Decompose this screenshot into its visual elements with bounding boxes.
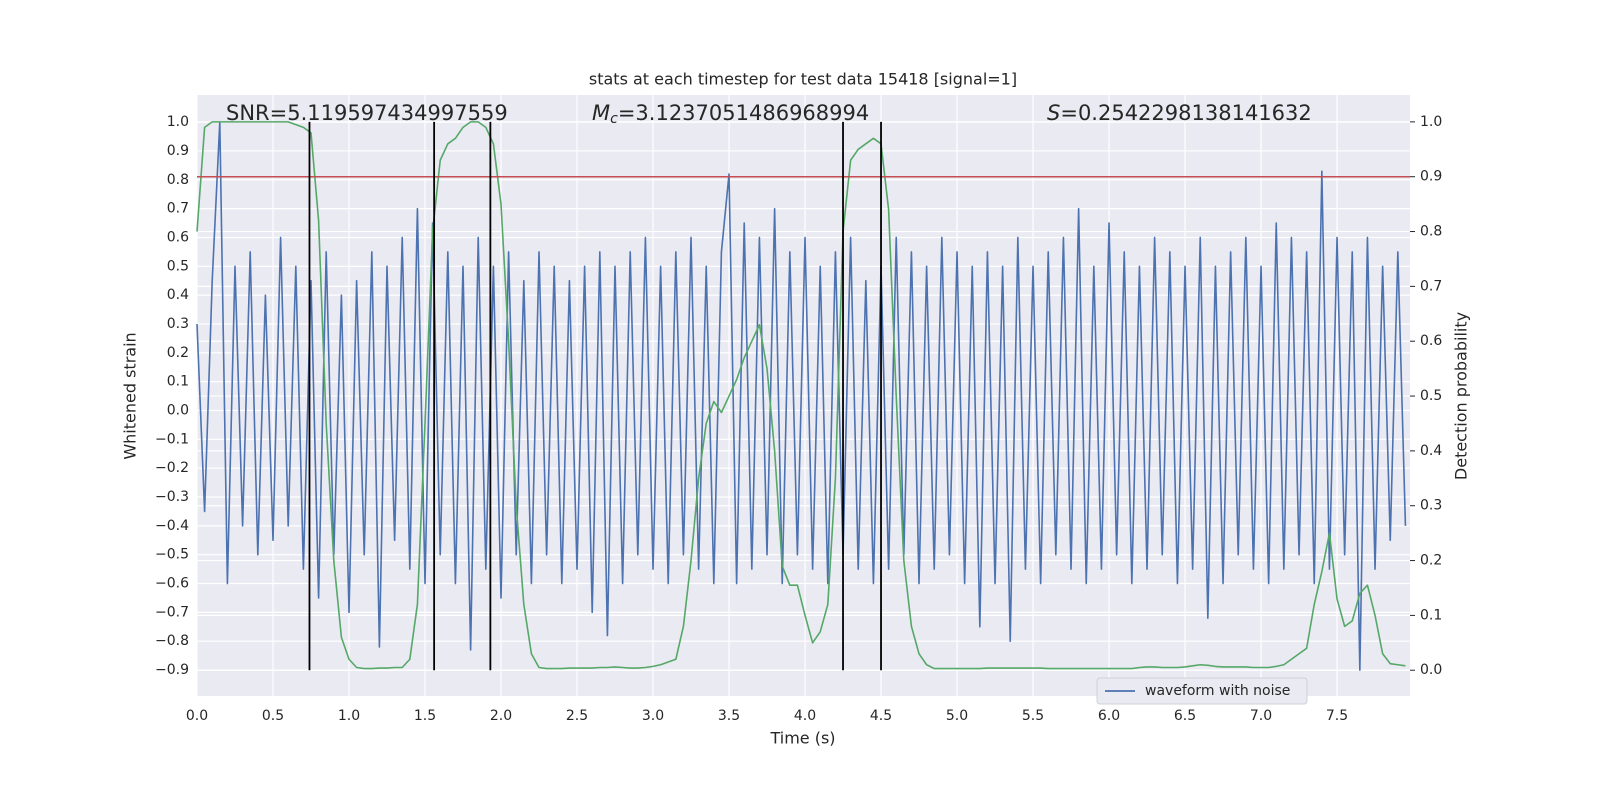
y-tick-label: −0.5 xyxy=(155,547,189,563)
x-axis-label: Time (s) xyxy=(769,729,835,748)
x-tick-label: 2.5 xyxy=(566,708,588,724)
x-tick-label: 7.5 xyxy=(1326,708,1348,724)
x-tick-label: 7.0 xyxy=(1250,708,1272,724)
x-tick-label: 1.5 xyxy=(414,708,436,724)
y2-tick-label: 0.9 xyxy=(1420,169,1442,185)
x-tick-label: 2.0 xyxy=(490,708,512,724)
chart-title: stats at each timestep for test data 154… xyxy=(589,70,1017,89)
x-tick-label: 5.5 xyxy=(1022,708,1044,724)
y-tick-label: −0.2 xyxy=(155,460,189,476)
series-line xyxy=(196,121,1407,671)
legend-label: waveform with noise xyxy=(1145,683,1290,699)
y-tick-label: 1.0 xyxy=(167,114,189,130)
y2-tick-label: 1.0 xyxy=(1420,114,1442,130)
annotation-subscript: c xyxy=(610,111,618,127)
y-tick-label: −0.3 xyxy=(155,489,189,505)
y-tick-label: 0.8 xyxy=(167,172,189,188)
annotation-text: =3.1237051486968994 xyxy=(618,101,869,125)
x-tick-label: 4.5 xyxy=(870,708,892,724)
annotation-symbol: S xyxy=(1047,101,1060,125)
x-tick-label: 0.5 xyxy=(262,708,284,724)
y2-tick-label: 0.8 xyxy=(1420,224,1442,240)
x-tick-label: 0.0 xyxy=(186,708,208,724)
y-tick-label: −0.9 xyxy=(155,662,189,678)
y2-tick-label: 0.1 xyxy=(1420,607,1442,623)
y2-axis-label: Detection probability xyxy=(1452,312,1471,480)
annotation: S=0.2542298138141632 xyxy=(1047,101,1312,125)
y-tick-label: −0.7 xyxy=(155,604,189,620)
y-tick-label: −0.4 xyxy=(155,518,189,534)
annotation-symbol: M xyxy=(592,101,610,125)
y-tick-label: 0.4 xyxy=(167,287,189,303)
y2-tick-label: 0.0 xyxy=(1420,662,1442,678)
x-tick-label: 5.0 xyxy=(946,708,968,724)
y-axis-label: Whitened strain xyxy=(121,332,140,459)
y-tick-label: 0.6 xyxy=(167,229,189,245)
y-tick-label: 0.3 xyxy=(167,316,189,332)
x-tick-label: 3.5 xyxy=(718,708,740,724)
x-tick-label: 4.0 xyxy=(794,708,816,724)
series-line xyxy=(196,121,1406,670)
y2-tick-label: 0.7 xyxy=(1420,278,1442,294)
x-tick-label: 1.0 xyxy=(338,708,360,724)
x-tick-label: 3.0 xyxy=(642,708,664,724)
y-tick-label: −0.8 xyxy=(155,633,189,649)
x-tick-label: 6.0 xyxy=(1098,708,1120,724)
y-tick-label: 0.5 xyxy=(167,258,189,274)
y-tick-label: −0.6 xyxy=(155,576,189,592)
annotation-text: =0.2542298138141632 xyxy=(1060,101,1311,125)
y2-tick-label: 0.4 xyxy=(1420,443,1442,459)
x-tick-label: 6.5 xyxy=(1174,708,1196,724)
y-tick-label: 0.9 xyxy=(167,143,189,159)
annotation-text: SNR=5.119597434997559 xyxy=(226,101,508,125)
y2-tick-label: 0.5 xyxy=(1420,388,1442,404)
y2-tick-label: 0.3 xyxy=(1420,498,1442,514)
y-tick-label: 0.2 xyxy=(167,345,189,361)
y2-tick-label: 0.6 xyxy=(1420,333,1442,349)
y-tick-label: 0.1 xyxy=(167,374,189,390)
y-tick-label: −0.1 xyxy=(155,431,189,447)
annotation: SNR=5.119597434997559 xyxy=(226,101,508,125)
annotation: Mc=3.1237051486968994 xyxy=(592,101,869,127)
y-tick-label: 0.7 xyxy=(167,201,189,217)
y-tick-label: 0.0 xyxy=(167,402,189,418)
legend-box xyxy=(1096,677,1308,705)
y2-tick-label: 0.2 xyxy=(1420,553,1442,569)
